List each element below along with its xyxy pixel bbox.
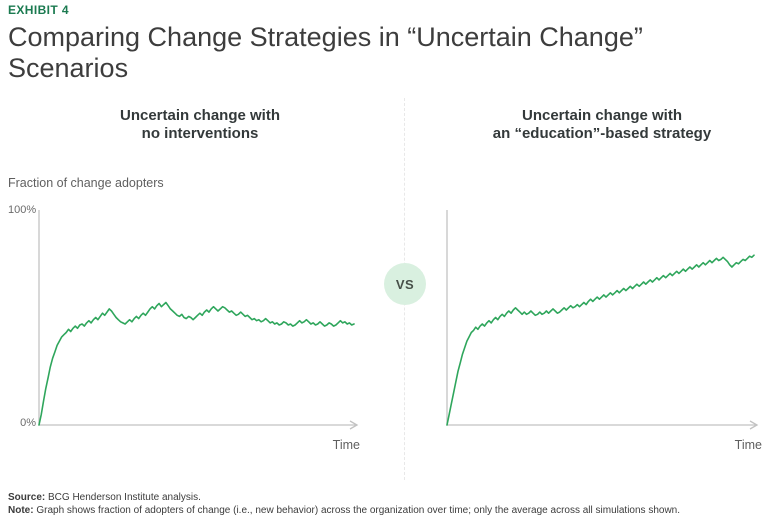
y-tick-0: 0% [20, 417, 36, 429]
note-label: Note: [8, 504, 34, 516]
chart-title-left: Uncertain change with no interventions [40, 107, 360, 143]
chart-title-left-line-2: no interventions [141, 125, 259, 142]
page-title-line-2: Scenarios [8, 53, 129, 83]
footer: Source: BCG Henderson Institute analysis… [8, 492, 760, 517]
source-text: BCG Henderson Institute analysis. [45, 492, 201, 503]
footer-note-line: Note: Graph shows fraction of adopters o… [8, 505, 760, 518]
exhibit-label: EXHIBIT 4 [8, 3, 69, 17]
x-axis-label-right: Time [734, 438, 762, 452]
page-title-line-1: Comparing Change Strategies in “Uncertai… [8, 22, 643, 52]
page-title: Comparing Change Strategies in “Uncertai… [8, 22, 728, 84]
chart-title-right-line-2: an “education”-based strategy [492, 125, 712, 142]
note-text: Graph shows fraction of adopters of chan… [33, 504, 681, 516]
line-chart-left [38, 210, 359, 430]
footer-source-line: Source: BCG Henderson Institute analysis… [8, 492, 760, 505]
chart-title-right-line-1: Uncertain change with [521, 107, 683, 124]
chart-line-education-strategy [446, 254, 755, 426]
source-label: Source: [8, 492, 46, 503]
x-axis-arrow-icon [749, 420, 759, 430]
chart-title-right: Uncertain change with an “education”-bas… [440, 107, 764, 143]
y-axis-title: Fraction of change adopters [8, 176, 164, 190]
chart-line-no-interventions [38, 301, 355, 426]
y-tick-100: 100% [8, 204, 37, 216]
x-axis-arrow-icon [349, 420, 359, 430]
line-chart-right [446, 210, 759, 430]
chart-title-left-line-1: Uncertain change with [119, 107, 281, 124]
vs-badge: VS [384, 263, 426, 305]
x-axis-label-left: Time [332, 438, 360, 452]
